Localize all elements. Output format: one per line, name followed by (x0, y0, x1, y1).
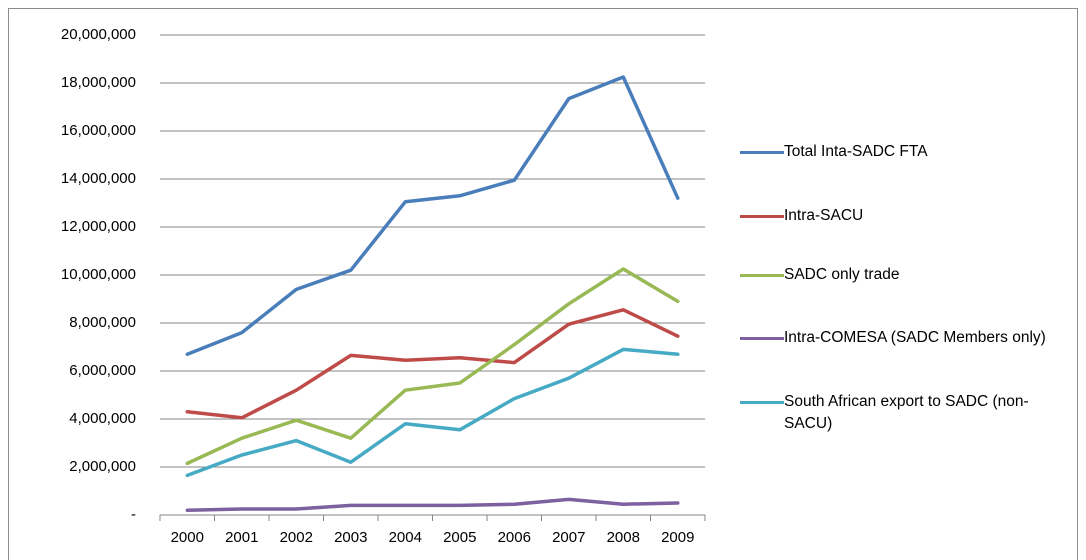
x-tick-label: 2002 (280, 529, 313, 546)
legend-label: Total Inta-SADC FTA (784, 143, 928, 160)
y-tick-label: 16,000,000 (61, 122, 136, 139)
y-tick-label: 14,000,000 (61, 170, 136, 187)
legend-swatch (740, 274, 784, 277)
y-tick-label: 20,000,000 (61, 26, 136, 43)
x-tick-label: 2003 (334, 529, 367, 546)
series-line (185, 497, 680, 512)
legend-swatch (740, 151, 784, 154)
x-tick-label: 2005 (443, 529, 476, 546)
series-line (185, 75, 680, 356)
legend-swatch (740, 215, 784, 218)
legend-item: SADC only trade (740, 264, 1070, 286)
y-tick-label: 8,000,000 (69, 314, 136, 331)
series-line (185, 347, 680, 478)
y-tick-label: 4,000,000 (69, 410, 136, 427)
series-line (185, 308, 680, 420)
x-tick-label: 2009 (661, 529, 694, 546)
x-tick-label: 2006 (498, 529, 531, 546)
x-tick-label: 2008 (607, 529, 640, 546)
legend-item: Intra-SACU (740, 205, 1070, 227)
legend-label: Intra-COMESA (SADC Members only) (784, 329, 1046, 346)
y-tick-label: - (131, 506, 136, 523)
legend-label: South African export to SADC (non-SACU) (784, 393, 1029, 432)
y-tick-label: 6,000,000 (69, 362, 136, 379)
x-tick-label: 2007 (552, 529, 585, 546)
y-tick-label: 12,000,000 (61, 218, 136, 235)
legend-label: SADC only trade (784, 266, 900, 283)
x-tick-label: 2004 (389, 529, 422, 546)
x-tick-label: 2001 (225, 529, 258, 546)
legend-item: South African export to SADC (non-SACU) (740, 391, 1070, 435)
legend-swatch (740, 401, 784, 404)
y-tick-label: 10,000,000 (61, 266, 136, 283)
chart-frame (8, 8, 1078, 560)
legend-label: Intra-SACU (784, 207, 864, 224)
y-tick-label: 18,000,000 (61, 74, 136, 91)
y-tick-label: 2,000,000 (69, 458, 136, 475)
series-line (185, 267, 680, 466)
x-tick-label: 2000 (171, 529, 204, 546)
legend-item: Total Inta-SADC FTA (740, 141, 1070, 163)
legend-swatch (740, 337, 784, 340)
legend-item: Intra-COMESA (SADC Members only) (740, 327, 1070, 349)
